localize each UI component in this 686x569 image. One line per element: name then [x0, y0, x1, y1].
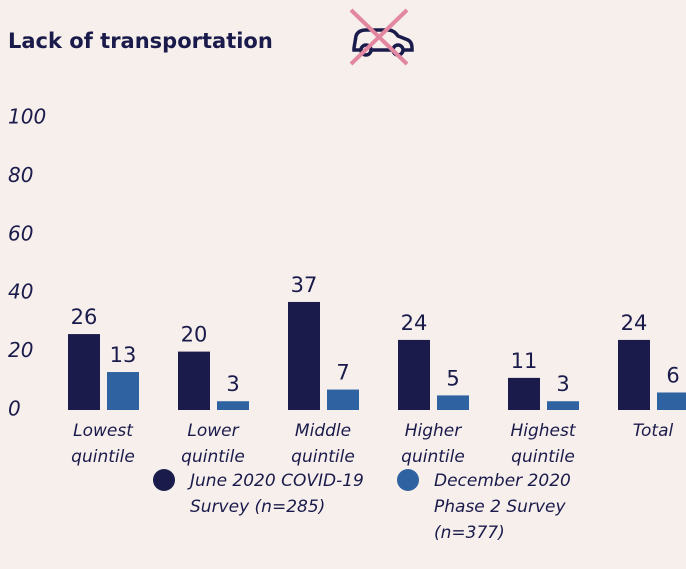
value-label: 26	[71, 305, 98, 329]
x-tick-label: Highest quintile	[510, 421, 576, 467]
value-label: 13	[110, 343, 137, 367]
value-label: 3	[556, 372, 569, 396]
x-tick-label: Higher quintile	[401, 421, 465, 467]
value-label: 37	[291, 273, 318, 297]
value-label: 20	[181, 323, 208, 347]
y-tick-label: 100	[8, 105, 46, 129]
legend-marker	[397, 469, 419, 491]
value-label: 5	[446, 366, 459, 390]
x-tick-label: Lower quintile	[181, 421, 245, 467]
value-label: 11	[511, 349, 538, 373]
y-tick-label: 60	[8, 221, 33, 245]
value-label: 24	[621, 311, 648, 335]
bar	[657, 392, 686, 410]
chart-title: Lack of transportation	[8, 29, 273, 53]
x-tick-label: Middle quintile	[291, 421, 355, 467]
car-icon	[349, 8, 414, 66]
legend-label: December 2020 Phase 2 Survey (n=377)	[434, 471, 571, 543]
bar	[547, 401, 579, 410]
bar	[437, 395, 469, 410]
y-tick-label: 40	[8, 280, 33, 304]
value-label: 3	[226, 372, 239, 396]
bar	[398, 339, 430, 410]
legend-label: June 2020 COVID-19 Survey (n=285)	[190, 471, 364, 517]
bar	[178, 351, 210, 410]
bar	[288, 301, 320, 410]
bar	[68, 334, 100, 410]
bar	[508, 377, 540, 410]
bar	[217, 401, 249, 410]
bar	[327, 389, 359, 410]
x-tick-label: Total	[632, 421, 674, 441]
x-tick-label: Lowest quintile	[71, 421, 135, 467]
y-tick-label: 0	[8, 397, 21, 421]
bar	[107, 372, 139, 410]
value-label: 24	[401, 311, 428, 335]
y-tick-label: 80	[8, 163, 33, 187]
legend-marker	[153, 469, 175, 491]
bar	[618, 339, 650, 410]
value-label: 7	[336, 361, 349, 385]
y-tick-label: 20	[8, 338, 33, 362]
value-label: 6	[666, 363, 679, 387]
